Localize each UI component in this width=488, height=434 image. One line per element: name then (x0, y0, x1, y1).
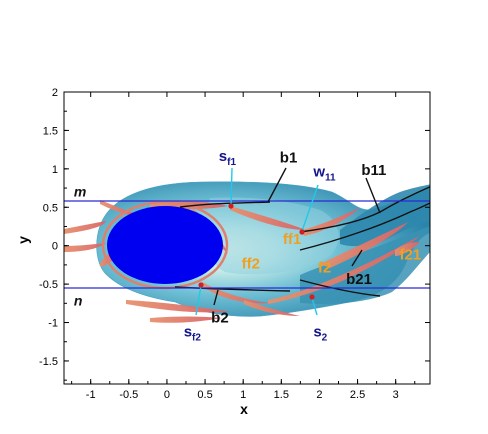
x-tick-label: 0 (164, 389, 170, 401)
y-tick-label: -1.5 (39, 356, 58, 368)
marker-sf1 (228, 203, 234, 209)
y-tick-label: 1.5 (43, 125, 58, 137)
pointer-b11 (365, 177, 381, 214)
wake-inner-band (205, 197, 339, 275)
annotation-f21: f21 (400, 247, 422, 264)
y-tick-label: 0.5 (43, 202, 58, 214)
annotation-subscript: 11 (325, 173, 336, 184)
x-axis-label: x (240, 401, 248, 417)
annotation-subscript: f1 (227, 157, 236, 168)
cylinder (107, 206, 223, 284)
pointer-s2 (311, 297, 318, 316)
pointer-b2 (213, 289, 219, 306)
annotation-ff2: ff2 (242, 256, 260, 273)
annotation-b21: b21 (346, 271, 372, 288)
y-tick-label: -0.5 (39, 279, 58, 291)
y-tick-label: 1 (52, 164, 58, 176)
pointer-sf2 (195, 285, 202, 316)
annotation-m: m (74, 184, 86, 200)
y-tick-label: 2 (52, 87, 58, 99)
annotation-f2: f2 (318, 260, 331, 277)
pointers (195, 167, 381, 316)
plot-frame (63, 91, 431, 385)
y-tick-label: 0 (52, 241, 58, 253)
x-tick-label: -0.5 (119, 389, 138, 401)
pointer-w11 (301, 184, 319, 232)
annotation-ff1: ff1 (283, 231, 301, 248)
annotation-b2: b2 (211, 310, 229, 327)
x-tick-label: 0.5 (197, 389, 212, 401)
y-axis-label: y (15, 236, 31, 244)
flow-field (64, 181, 430, 323)
y-tick-label: -1 (48, 318, 58, 330)
annotation-b11: b11 (361, 162, 386, 179)
pointer-b21 (351, 249, 363, 267)
pointer-sf1 (230, 167, 233, 206)
point-markers (198, 203, 315, 300)
annotation-b1: b1 (280, 150, 298, 167)
x-tick-label: 2 (316, 389, 322, 401)
x-tick-label: 1.5 (274, 389, 289, 401)
annotation-n: n (74, 293, 83, 309)
pointer-b1 (267, 167, 287, 203)
x-tick-label: 2.5 (350, 389, 365, 401)
marker-w11 (299, 229, 305, 235)
annotation-subscript: 2 (322, 332, 328, 343)
y-axis-ticks: -1.5 -1 -0.5 0 0.5 1 1.5 2 (39, 87, 430, 381)
x-tick-label: -1 (86, 389, 96, 401)
marker-sf2 (198, 282, 204, 288)
annotation-subscript: f2 (192, 332, 201, 343)
x-axis-ticks: -1 -0.5 0 0.5 1 1.5 2 2.5 3 (71, 92, 416, 401)
x-tick-label: 3 (393, 389, 399, 401)
x-tick-label: 1 (240, 389, 246, 401)
marker-s2 (309, 294, 315, 300)
